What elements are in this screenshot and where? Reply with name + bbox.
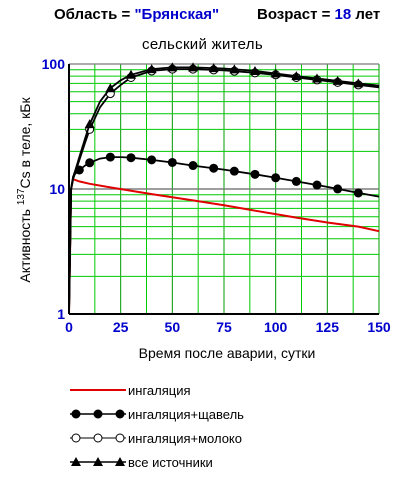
series-line-0 <box>68 177 380 315</box>
data-point <box>209 163 219 173</box>
data-point <box>146 64 157 74</box>
chart-svg: 0 25 50 75 100 125 150 1 10 100 Время после авари… <box>16 56 391 361</box>
x-tick-label: 25 <box>113 319 129 335</box>
data-point <box>85 158 95 168</box>
data-point <box>84 119 95 129</box>
x-tick-label: 75 <box>216 319 232 335</box>
data-point <box>147 155 157 165</box>
legend-label-sorrel: ингаляция+щавель <box>128 407 244 422</box>
region-label: Область = <box>54 6 135 23</box>
tick-labels: 0 25 50 75 100 125 150 1 10 100 <box>42 56 391 335</box>
x-tick-label: 0 <box>65 319 73 335</box>
legend-swatch-inhalation <box>70 389 126 391</box>
x-tick-label: 100 <box>264 319 288 335</box>
y-axis-label: Активность 137Cs в теле, кБк <box>16 97 33 283</box>
y-tick-label: 100 <box>42 56 66 72</box>
legend-item-all-sources: все источники <box>70 450 330 474</box>
data-point <box>271 173 281 183</box>
plot-area <box>68 62 380 315</box>
axes <box>68 64 379 315</box>
legend-swatch-sorrel <box>70 409 126 419</box>
data-point <box>333 184 343 194</box>
chart-title: сельский житель <box>142 36 263 53</box>
age-header: Возраст = 18 лет <box>257 6 380 23</box>
legend-swatch-all-sources <box>70 457 126 466</box>
data-point <box>126 153 136 163</box>
data-point <box>270 68 281 78</box>
data-point <box>312 180 322 190</box>
y-tick-label: 1 <box>57 306 65 322</box>
data-point <box>229 166 239 176</box>
region-header: Область = "Брянская" <box>54 6 219 23</box>
data-point <box>250 169 260 179</box>
grid-lines <box>68 63 380 315</box>
data-point <box>291 71 302 81</box>
x-axis-label: Время после аварии, сутки <box>139 345 316 361</box>
data-point <box>105 83 116 93</box>
data-point <box>126 69 136 79</box>
x-tick-label: 150 <box>367 319 391 335</box>
data-point <box>312 73 322 83</box>
data-point <box>188 62 198 72</box>
legend-item-milk: ингаляция+молоко <box>70 426 330 450</box>
y-tick-label: 10 <box>49 181 65 197</box>
x-tick-label: 125 <box>316 319 340 335</box>
age-label: Возраст = <box>257 6 335 23</box>
age-unit: лет <box>351 6 381 23</box>
data-point <box>105 152 115 162</box>
x-tick-label: 50 <box>165 319 181 335</box>
data-point <box>229 64 240 74</box>
data-point <box>250 65 260 75</box>
age-value: 18 <box>334 6 352 23</box>
data-point <box>332 75 343 85</box>
legend-label-milk: ингаляция+молоко <box>128 431 242 446</box>
data-point <box>291 176 301 186</box>
legend-item-inhalation: ингаляция <box>70 378 330 402</box>
legend-label-inhalation: ингаляция <box>128 383 191 398</box>
legend-item-sorrel: ингаляция+щавель <box>70 402 330 426</box>
data-point <box>167 157 177 167</box>
data-point <box>353 78 364 88</box>
data-point <box>208 63 219 73</box>
data-point <box>167 62 178 72</box>
data-point <box>188 161 198 171</box>
legend-swatch-milk <box>70 433 126 443</box>
data-point <box>353 188 363 198</box>
legend-label-all-sources: все источники <box>128 455 213 470</box>
region-value: "Брянская" <box>134 6 220 23</box>
